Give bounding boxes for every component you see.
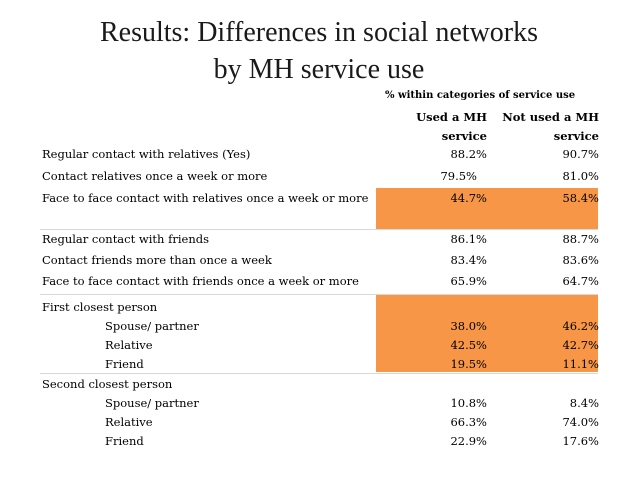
row-label: Regular contact with relatives (Yes): [42, 147, 251, 161]
value-used: 66.3%: [450, 415, 487, 429]
table-row: Friend 19.5% 11.1%: [0, 355, 638, 375]
value-not-used: 46.2%: [562, 319, 599, 333]
column-header-not-used: Not used a MH service: [490, 108, 599, 146]
row-label: Friend: [105, 357, 144, 371]
group-heading: First closest person: [0, 298, 638, 318]
value-used: 79.5%: [440, 169, 477, 183]
table-subtitle: % within categories of service use: [385, 90, 576, 101]
value-used: 42.5%: [450, 338, 487, 352]
row-label: Face to face contact with relatives once…: [42, 191, 369, 205]
table-row: Spouse/ partner 38.0% 46.2%: [0, 317, 638, 337]
row-divider: [40, 229, 598, 230]
value-not-used: 83.6%: [562, 253, 599, 267]
value-used: 65.9%: [450, 274, 487, 288]
row-label: Relative: [105, 338, 153, 352]
table-row: Friend 22.9% 17.6%: [0, 432, 638, 452]
value-not-used: 88.7%: [562, 232, 599, 246]
value-used: 38.0%: [450, 319, 487, 333]
value-not-used: 8.4%: [569, 396, 599, 410]
value-not-used: 11.1%: [562, 357, 599, 371]
value-not-used: 81.0%: [562, 169, 599, 183]
value-not-used: 64.7%: [562, 274, 599, 288]
row-label: Contact relatives once a week or more: [42, 169, 268, 183]
table-row: Face to face contact with relatives once…: [0, 189, 638, 209]
row-label: Contact friends more than once a week: [42, 253, 272, 267]
table-row: Relative 42.5% 42.7%: [0, 336, 638, 356]
value-not-used: 58.4%: [562, 191, 599, 205]
table-row: Face to face contact with friends once a…: [0, 272, 638, 292]
column-header-used: Used a MH service: [377, 108, 487, 146]
column-header-not-used-line2: service: [553, 129, 599, 143]
column-header-used-line2: service: [441, 129, 487, 143]
table-row: Contact friends more than once a week 83…: [0, 251, 638, 271]
value-used: 10.8%: [450, 396, 487, 410]
row-label: Face to face contact with friends once a…: [42, 274, 359, 288]
title-line-2: by MH service use: [213, 54, 425, 85]
title-line-1: Results: Differences in social networks: [99, 17, 539, 48]
row-label: Spouse/ partner: [105, 396, 199, 410]
row-label: Spouse/ partner: [105, 319, 199, 333]
row-label: Relative: [105, 415, 153, 429]
row-label: Friend: [105, 434, 144, 448]
value-used: 86.1%: [450, 232, 487, 246]
row-label: Regular contact with friends: [42, 232, 209, 246]
value-used: 19.5%: [450, 357, 487, 371]
row-label: First closest person: [42, 300, 158, 314]
table-row: Spouse/ partner 10.8% 8.4%: [0, 394, 638, 414]
table-row: Regular contact with relatives (Yes) 88.…: [0, 145, 638, 165]
value-used: 44.7%: [450, 191, 487, 205]
row-divider: [40, 373, 598, 374]
table-row: Regular contact with friends 86.1% 88.7%: [0, 230, 638, 250]
value-not-used: 17.6%: [562, 434, 599, 448]
value-used: 88.2%: [450, 147, 487, 161]
column-header-used-line1: Used a MH: [416, 110, 487, 124]
highlight-relatives-face-to-face: [376, 188, 598, 229]
value-not-used: 90.7%: [562, 147, 599, 161]
table-row: Contact relatives once a week or more 79…: [0, 167, 638, 187]
value-used: 22.9%: [450, 434, 487, 448]
table-row: Relative 66.3% 74.0%: [0, 413, 638, 433]
value-not-used: 42.7%: [562, 338, 599, 352]
value-used: 83.4%: [450, 253, 487, 267]
group-heading: Second closest person: [0, 375, 638, 395]
highlight-first-closest-person: [376, 294, 598, 372]
row-label: Second closest person: [42, 377, 173, 391]
row-divider: [40, 294, 598, 295]
column-header-not-used-line1: Not used a MH: [502, 110, 599, 124]
slide-title: Results: Differences in social networks …: [0, 14, 638, 88]
value-not-used: 74.0%: [562, 415, 599, 429]
